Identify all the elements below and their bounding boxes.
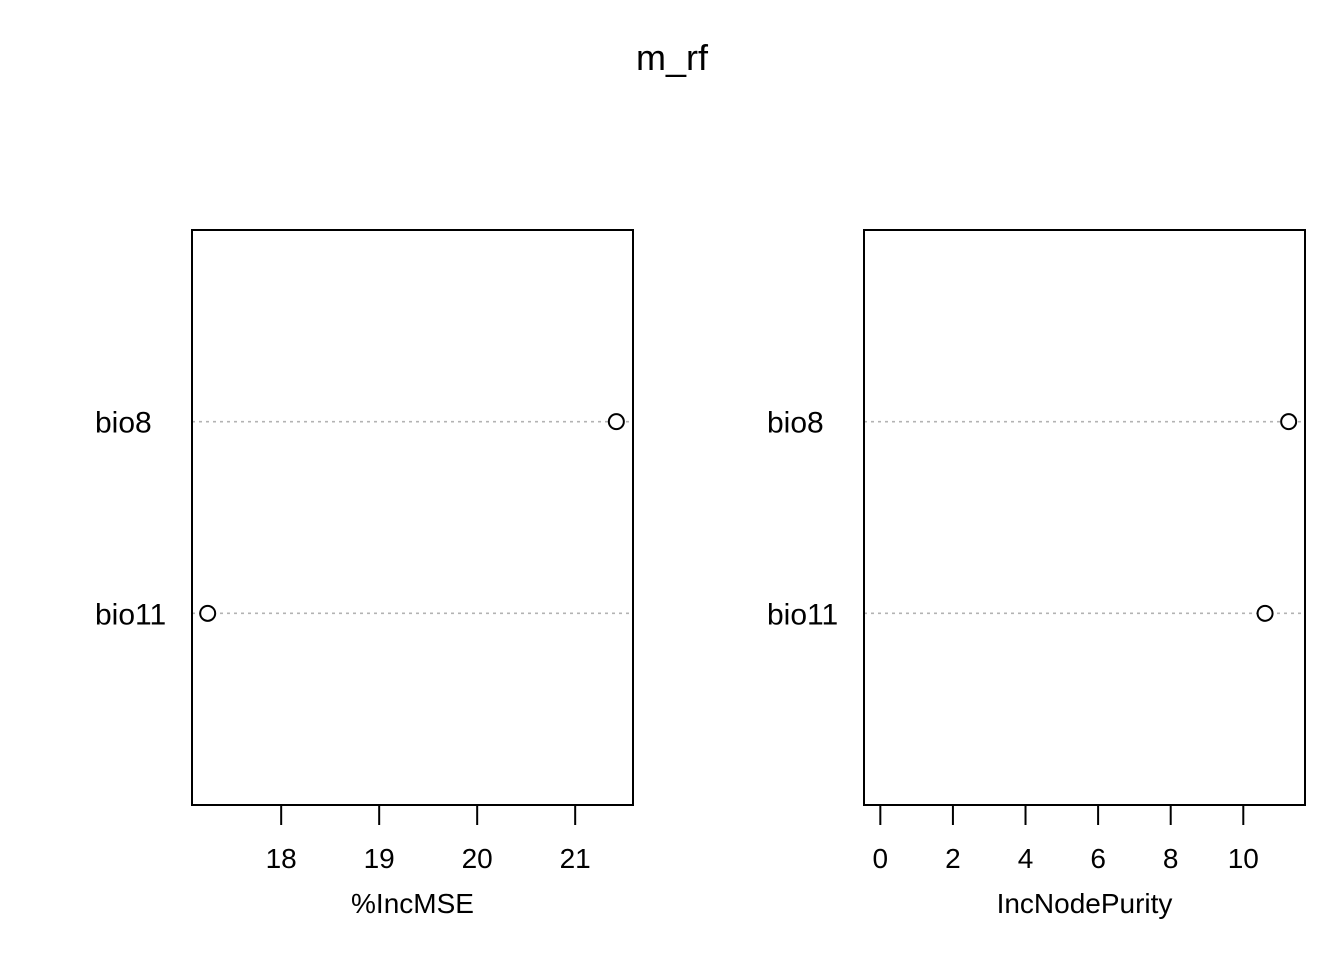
x-tick-label: 18 bbox=[266, 843, 297, 874]
point-bio11 bbox=[199, 604, 217, 622]
x-axis-title: IncNodePurity bbox=[997, 888, 1173, 919]
x-tick-label: 10 bbox=[1228, 843, 1259, 874]
plot-frame bbox=[863, 229, 1306, 806]
x-tick-label: 19 bbox=[364, 843, 395, 874]
panel-2: bio11 bio8 0 2 4 6 8 10 IncNodePurity bbox=[767, 229, 1306, 919]
plot-frame bbox=[191, 229, 634, 806]
x-tick-label: 2 bbox=[945, 843, 961, 874]
category-label-bio11: bio11 bbox=[95, 598, 166, 631]
panels: bio11 bio8 18 19 20 21 %IncMSE bio11 bio8 0 2 4 6 8 10… bbox=[95, 229, 1306, 919]
panel-1: bio11 bio8 18 19 20 21 %IncMSE bbox=[95, 229, 634, 919]
point-bio8 bbox=[1280, 413, 1298, 431]
x-axis-title: %IncMSE bbox=[351, 888, 474, 919]
category-label-bio8: bio8 bbox=[95, 407, 152, 440]
category-label-bio11: bio11 bbox=[767, 598, 838, 631]
x-tick-label: 20 bbox=[462, 843, 493, 874]
x-tick-label: 6 bbox=[1090, 843, 1106, 874]
point-bio11 bbox=[1256, 604, 1274, 622]
x-tick-label: 8 bbox=[1163, 843, 1179, 874]
point-bio8 bbox=[607, 413, 625, 431]
chart-title: m_rf bbox=[636, 37, 709, 78]
category-label-bio8: bio8 bbox=[767, 407, 824, 440]
x-tick-label: 4 bbox=[1018, 843, 1034, 874]
x-tick-label: 0 bbox=[873, 843, 889, 874]
x-tick-label: 21 bbox=[560, 843, 591, 874]
